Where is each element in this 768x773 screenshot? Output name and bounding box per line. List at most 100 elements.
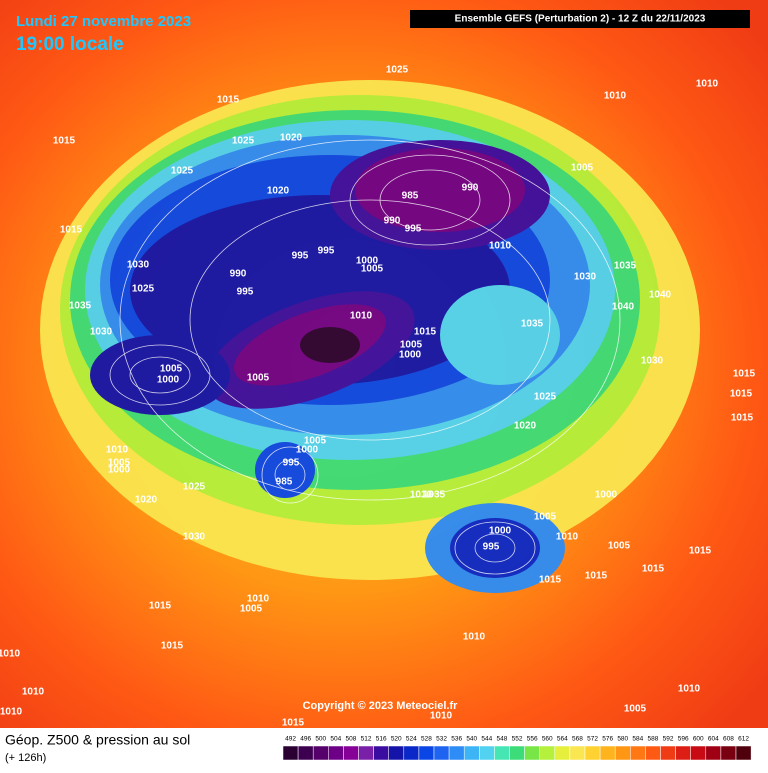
color-swatch — [524, 745, 540, 761]
scale-label: 540 — [466, 736, 477, 743]
isobar-label: 1000 — [296, 445, 319, 456]
isobar-label: 1025 — [386, 65, 409, 76]
isobar-label: 1005 — [247, 373, 270, 384]
isobar-labels: 1025 1015 1010 1010 1015 1025 1020 1025 1005 990 9… — [0, 65, 756, 729]
isobar-label: 995 — [405, 224, 422, 235]
isobar-label: 1005 — [361, 264, 384, 275]
scale-label: 528 — [421, 736, 432, 743]
isobar-label: 1000 — [595, 490, 618, 501]
color-swatch — [418, 745, 435, 761]
scale-label: 512 — [361, 736, 372, 743]
isobar-label: 1015 — [217, 95, 240, 106]
isobar-label: 1030 — [641, 356, 664, 367]
isobar-label: 1040 — [612, 302, 635, 313]
isobar-label: 1010 — [463, 632, 486, 643]
isobar-label: 1015 — [282, 718, 305, 729]
scale-label: 612 — [738, 736, 749, 743]
isobar-label: 990 — [462, 183, 479, 194]
color-swatch — [479, 745, 495, 761]
scale-label: 564 — [557, 736, 568, 743]
isobar-label: 1015 — [733, 369, 756, 380]
color-swatch — [690, 745, 707, 761]
color-swatch — [569, 745, 586, 761]
isobar-label: 1015 — [642, 564, 665, 575]
color-swatch — [282, 745, 299, 761]
isobar-label: 995 — [292, 251, 309, 262]
scale-label: 568 — [572, 736, 583, 743]
isobar-label: 1015 — [689, 546, 712, 557]
isobar-label: 1015 — [161, 641, 184, 652]
color-swatch — [630, 745, 646, 761]
isobar-label: 1005 — [608, 541, 631, 552]
caption: Géop. Z500 & pression au sol — [5, 732, 190, 748]
color-swatch — [373, 745, 389, 761]
isobar-label: 1020 — [135, 495, 158, 506]
isobar-label: 990 — [230, 269, 247, 280]
isobar-label: 1035 — [521, 319, 544, 330]
scale-label: 536 — [451, 736, 462, 743]
isobar-label: 1010 — [489, 241, 512, 252]
isobar-label: 1025 — [183, 482, 206, 493]
isobar-label: 1005 — [571, 163, 594, 174]
isobar-label: 1040 — [649, 290, 672, 301]
isobar-label: 990 — [384, 216, 401, 227]
isobar-label: 1015 — [149, 601, 172, 612]
scale-label: 556 — [527, 736, 538, 743]
isobar-label: 1025 — [534, 392, 557, 403]
isobar-label: 1005 — [240, 604, 263, 615]
scale-label: 552 — [512, 736, 523, 743]
isobar-label: 1005 — [108, 458, 131, 469]
isobar-label: 1015 — [731, 413, 754, 424]
isobar-label: 1035 — [614, 261, 637, 272]
isobar-label: 1010 — [678, 684, 701, 695]
scale-label: 500 — [315, 736, 326, 743]
color-swatch — [584, 745, 601, 761]
color-swatch — [735, 745, 752, 761]
color-swatch — [720, 745, 737, 761]
color-swatch — [645, 745, 661, 761]
color-swatch — [539, 745, 556, 761]
scale-label: 496 — [300, 736, 311, 743]
run-box — [410, 10, 750, 28]
isobar-label: 1010 — [410, 490, 433, 501]
isobar-label: 1025 — [132, 284, 155, 295]
isobar-label: 995 — [318, 246, 335, 257]
date: Lundi 27 novembre 2023 — [16, 13, 191, 30]
scale-label: 576 — [602, 736, 613, 743]
scale-label: 524 — [406, 736, 417, 743]
isobar-label: 985 — [276, 477, 293, 488]
isobar-label: 1005 — [304, 436, 327, 447]
scale-label: 544 — [481, 736, 492, 743]
isobar-label: 1010 — [350, 311, 373, 322]
isobar-label: 1020 — [514, 421, 537, 432]
scale-label: 584 — [632, 736, 643, 743]
scale-label: 608 — [723, 736, 734, 743]
isobar-label: 1010 — [604, 91, 627, 102]
local-time: 19:00 locale — [16, 34, 124, 55]
isobar-label: 1020 — [280, 133, 303, 144]
lead-time: (+ 126h) — [5, 752, 46, 764]
scale-label: 592 — [663, 736, 674, 743]
scale-label: 600 — [693, 736, 704, 743]
color-swatch — [660, 745, 676, 761]
isobar-label: 1030 — [574, 272, 597, 283]
isobar-label: 995 — [237, 287, 254, 298]
isobar-label: 1035 — [69, 301, 92, 312]
color-swatch — [403, 745, 420, 761]
isobar-label: 1010 — [0, 707, 23, 718]
scale-label: 492 — [285, 736, 296, 743]
color-swatch — [509, 745, 525, 761]
isobar-label: 1025 — [171, 166, 194, 177]
isobar-label: 1010 — [22, 687, 45, 698]
scale-label: 520 — [391, 736, 402, 743]
scale-label: 604 — [708, 736, 719, 743]
scale-label: 504 — [330, 736, 341, 743]
color-swatch — [614, 745, 631, 761]
color-swatch — [388, 745, 405, 761]
isobar-label: 1020 — [267, 186, 290, 197]
isobar-label: 1005 — [160, 364, 183, 375]
scale-label: 508 — [346, 736, 357, 743]
run-info: Ensemble GEFS (Perturbation 2) - 12 Z du… — [455, 14, 706, 25]
isobar-label: 1010 — [0, 649, 21, 660]
